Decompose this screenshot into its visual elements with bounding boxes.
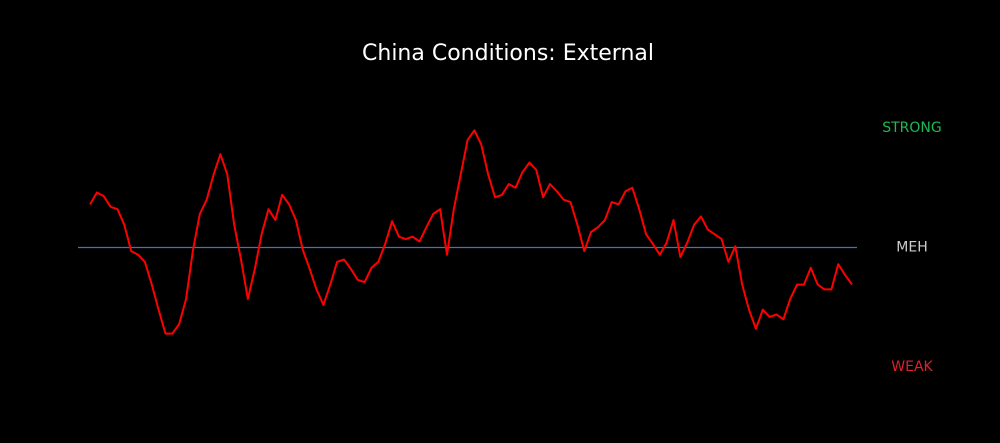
- y-tick-label: MEH: [896, 240, 927, 256]
- y-tick-label: STRONG: [882, 120, 942, 136]
- chart-title: China Conditions: External: [362, 41, 654, 66]
- line: [89, 129, 853, 335]
- y-tick-label: WEAK: [891, 359, 933, 375]
